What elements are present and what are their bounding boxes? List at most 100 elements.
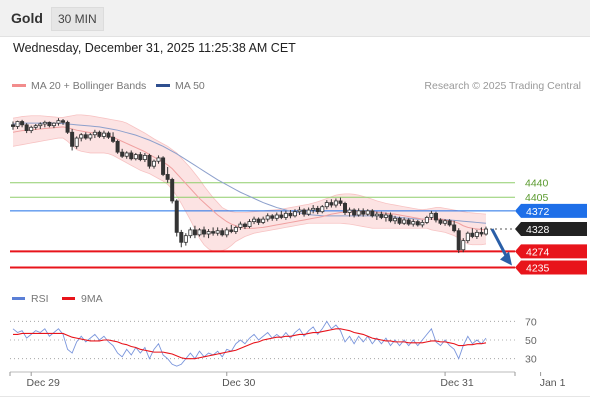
- candle: [456, 228, 461, 254]
- bollinger-band: [13, 114, 486, 252]
- candle-body-up: [461, 240, 466, 251]
- candle: [79, 133, 84, 142]
- candle-body-down: [256, 218, 261, 223]
- candle: [329, 199, 334, 208]
- candle: [88, 133, 93, 141]
- candle-body-down: [343, 203, 348, 213]
- candle: [111, 132, 116, 144]
- candle: [292, 209, 297, 218]
- candle-body-up: [274, 214, 279, 219]
- candle: [224, 227, 229, 238]
- candle-body-up: [483, 228, 488, 235]
- candle: [133, 152, 138, 161]
- candle: [101, 130, 106, 139]
- candle: [252, 216, 257, 225]
- timeframe-selector[interactable]: 30 MIN: [51, 7, 104, 31]
- candle: [379, 211, 384, 220]
- candle-body-down: [433, 212, 438, 221]
- candle: [415, 219, 420, 227]
- price-level-label-4405: 4405: [525, 192, 549, 204]
- candle-body-down: [352, 209, 357, 216]
- x-axis-label: Dec 31: [440, 377, 473, 389]
- candle-body-up: [393, 217, 398, 222]
- candle: [383, 212, 388, 222]
- candle-body-up: [215, 230, 220, 234]
- candle: [429, 210, 434, 220]
- candle: [274, 212, 279, 221]
- candle: [470, 228, 475, 239]
- price-level-tag-4328: 4328: [515, 222, 587, 237]
- candle: [306, 207, 311, 216]
- legend-item-ma20-bollinger: MA 20 + Bollinger Bands: [12, 80, 146, 92]
- candle: [433, 211, 438, 223]
- candle-body-down: [129, 152, 134, 160]
- candle-body-down: [20, 121, 25, 126]
- candle: [170, 177, 175, 204]
- candle: [197, 228, 202, 237]
- candle: [174, 199, 179, 237]
- candle-body-down: [338, 200, 343, 204]
- candle: [151, 159, 156, 169]
- candle: [74, 136, 79, 149]
- candle: [352, 208, 357, 218]
- candle-body-up: [101, 132, 106, 137]
- candle: [61, 119, 66, 125]
- chart-bottom-border: [0, 396, 590, 397]
- candle-body-up: [402, 219, 407, 224]
- candle-body-up: [292, 211, 297, 217]
- candle-body-up: [38, 123, 43, 127]
- candle-body-up: [188, 229, 193, 237]
- price-tag-bg: [515, 244, 587, 259]
- candle: [438, 218, 443, 225]
- candle-body-up: [443, 220, 448, 224]
- candle: [247, 219, 252, 229]
- candle-body-up: [297, 209, 302, 213]
- ma50-line: [12, 122, 487, 224]
- candle-body-up: [238, 223, 243, 228]
- candle-body-up: [88, 134, 93, 139]
- candle: [443, 219, 448, 226]
- instrument-name: Gold: [11, 10, 43, 26]
- x-axis-label: Dec 30: [222, 377, 255, 389]
- candle: [47, 121, 52, 128]
- candle-body-up: [429, 212, 434, 218]
- legend-label: RSI: [31, 293, 49, 305]
- candle-body-down: [61, 120, 66, 123]
- candle: [29, 125, 34, 134]
- candle: [447, 219, 452, 227]
- candle-body-down: [379, 213, 384, 218]
- legend-item-9ma: 9MA: [62, 293, 103, 305]
- legend-label: MA 50: [175, 80, 205, 92]
- candle: [156, 155, 161, 164]
- candle: [452, 220, 457, 233]
- price-tag-bg: [515, 203, 587, 218]
- candle: [393, 215, 398, 225]
- candle-body-up: [124, 152, 129, 157]
- candle: [215, 227, 220, 236]
- candle: [465, 231, 470, 244]
- candle-body-down: [24, 124, 29, 132]
- candle: [33, 123, 38, 130]
- candle: [124, 151, 129, 159]
- candle: [320, 205, 325, 214]
- candle-body-down: [229, 229, 234, 232]
- candle: [374, 211, 379, 220]
- candle: [56, 118, 61, 126]
- candle: [115, 139, 120, 154]
- candle-body-down: [242, 223, 247, 227]
- candle: [333, 198, 338, 208]
- candle: [461, 238, 466, 253]
- candle: [70, 128, 75, 151]
- candle-body-down: [65, 121, 70, 133]
- candle-body-up: [183, 235, 188, 243]
- candle-body-up: [374, 213, 379, 217]
- candle: [242, 222, 247, 230]
- candle-body-down: [97, 131, 102, 137]
- legend-item-ma50: MA 50: [156, 80, 205, 92]
- candle-body-down: [415, 221, 420, 226]
- price-tag-bg: [515, 260, 587, 275]
- price-tag-bg: [515, 222, 587, 237]
- candle-body-down: [120, 151, 125, 157]
- candle-body-down: [138, 154, 143, 160]
